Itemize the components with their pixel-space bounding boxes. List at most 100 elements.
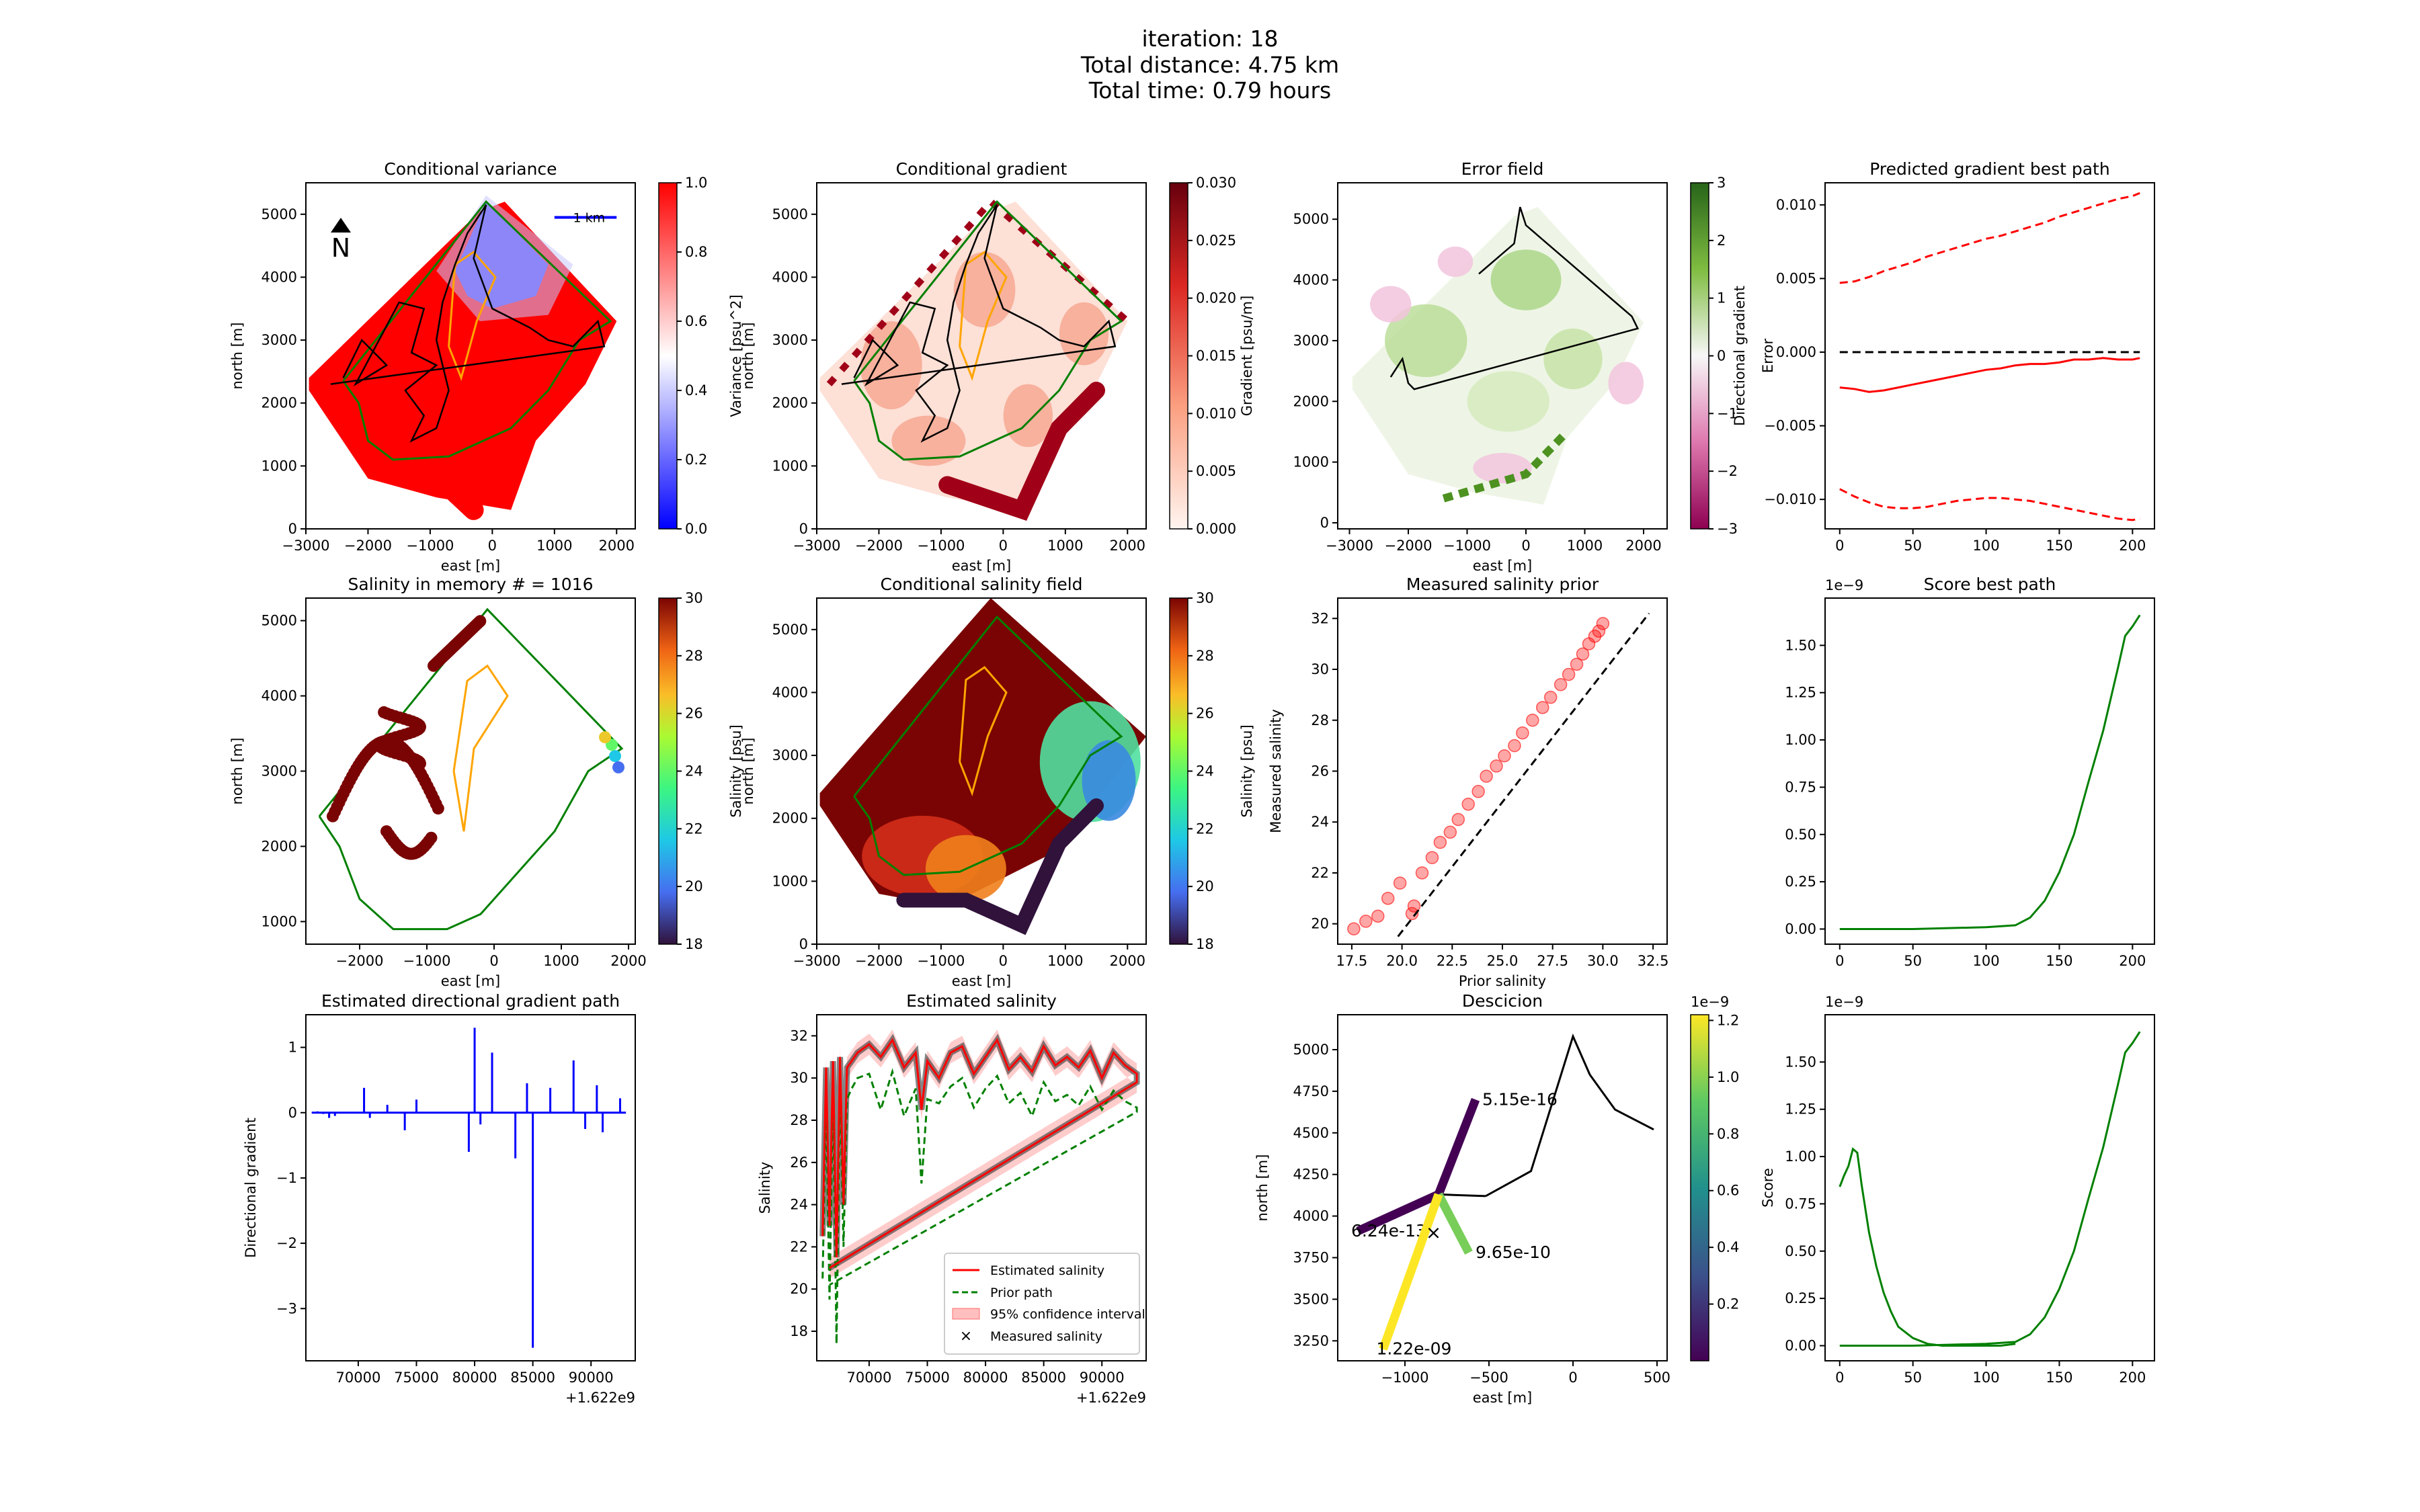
colorbar-tick-label: −1 — [1717, 405, 1738, 421]
colorbar-tick-label: 3 — [1717, 175, 1726, 191]
y-tick-label: 3250 — [1293, 1333, 1329, 1349]
axes-frame — [816, 1014, 1147, 1361]
y-tick-label: 0 — [799, 936, 808, 952]
colorbar-label: Gradient [psu/m] — [1239, 296, 1255, 417]
axes-score-best-path: 0 50 100 150 200 0.00 0.25 0.50 0.75 1.00 1.25 1.50… — [1785, 575, 2155, 969]
y-tick-label: −3 — [276, 1300, 297, 1316]
axes-frame — [305, 182, 636, 530]
colorbar-tick-label: 0.000 — [1196, 521, 1236, 537]
colorbar-tick-label: 26 — [1196, 706, 1214, 722]
colorbar-conditional-gradient: 0.000 0.005 0.010 0.015 0.020 0.025 0.030 Gradi… — [1169, 175, 1255, 537]
x-tick-label: 50 — [1904, 953, 1922, 969]
axes-estimated-salinity: 70000 75000 80000 85000 90000 18 20 22 24 26 28 30 3… — [757, 991, 1147, 1406]
colorbar-gradient — [1690, 182, 1709, 530]
axes-score-paths: 0 50 100 150 200 0.00 0.25 0.50 0.75 1.00 1.25 1.50… — [1785, 994, 2155, 1386]
y-tick-label: 20 — [1311, 916, 1329, 932]
colorbar-tick-label: 30 — [1196, 590, 1214, 606]
colorbar-tick-label: 28 — [1196, 648, 1214, 664]
colorbar-descicion: 0.2 0.4 0.6 0.8 1.0 1.2 1e−9 Score — [1690, 994, 1776, 1361]
colorbar-label: Salinity [psu] — [1239, 724, 1255, 817]
operational-polygon — [342, 200, 612, 461]
axes-title: Measured salinity prior — [1406, 575, 1599, 594]
x-tick-label: 70000 — [847, 1370, 892, 1386]
scatter-point — [1596, 617, 1610, 630]
y-tick-label: 5000 — [261, 613, 297, 629]
y-tick-label: 4500 — [1293, 1125, 1329, 1141]
y-axis-label: Salinity — [757, 1162, 773, 1214]
gradient-edge — [826, 197, 1130, 386]
colorbar-tick-label: 0.025 — [1196, 233, 1236, 249]
x-tick-label: 2000 — [1110, 538, 1145, 554]
scatter-point — [1359, 915, 1373, 928]
x-tick-label: 85000 — [1021, 1370, 1066, 1386]
y-tick-label: 1000 — [772, 458, 808, 474]
colorbar-gradient — [1169, 597, 1188, 945]
colorbar-tick-label: 1 — [1717, 290, 1726, 306]
x-tick-label: −2000 — [1384, 538, 1432, 554]
scatter-point — [1471, 785, 1485, 798]
x-tick-label: 100 — [1973, 1370, 2000, 1386]
y-tick-label: 2000 — [261, 838, 297, 854]
x-tick-label: 0 — [1835, 953, 1844, 969]
y-tick-label: 1000 — [1293, 454, 1329, 470]
y-tick-label: 5000 — [772, 206, 808, 222]
x-tick-label: −3000 — [793, 953, 840, 969]
salinity-sample — [425, 831, 438, 844]
legend-swatch: × — [960, 1328, 972, 1345]
axes-frame — [1337, 1014, 1668, 1361]
scatter-point — [1381, 892, 1395, 905]
axes-frame — [1824, 1014, 2155, 1361]
y-tick-label: 26 — [790, 1154, 808, 1171]
colorbar-tick-label: 0.6 — [1717, 1183, 1739, 1199]
y-tick-label: 1000 — [261, 458, 297, 474]
x-tick-label: 27.5 — [1537, 953, 1568, 969]
y-tick-label: 28 — [1311, 712, 1329, 728]
plot-area — [1352, 206, 1644, 505]
x-tick-label: 150 — [2046, 538, 2072, 554]
y-tick-label: 4000 — [1293, 1208, 1329, 1224]
scatter-point — [1461, 797, 1475, 811]
y-tick-label: −2 — [276, 1235, 297, 1251]
y-tick-label: 0 — [288, 1105, 297, 1121]
colorbar-gradient — [658, 182, 678, 530]
error-field — [1352, 207, 1644, 505]
prior-path-line — [821, 1068, 1138, 1344]
scatter-point — [1516, 726, 1529, 740]
axes-frame — [1824, 597, 2155, 945]
x-tick-label: 1000 — [1567, 538, 1603, 554]
x-tick-label: 0 — [1521, 538, 1530, 554]
y-tick-label: 4000 — [772, 269, 808, 285]
y-tick-label: 1.00 — [1785, 732, 1816, 748]
x-tick-label: 17.5 — [1336, 953, 1368, 969]
x-tick-label: 75000 — [905, 1370, 950, 1386]
x-tick-label: 50 — [1904, 538, 1922, 554]
exponent-label: 1e−9 — [1825, 994, 1863, 1010]
y-tick-label: 3000 — [261, 763, 297, 780]
axes-measured-salinity-prior: 17.5 20.0 22.5 25.0 27.5 30.0 32.5 20 22 24 26 28 30… — [1268, 575, 1668, 989]
y-tick-label: 0.75 — [1785, 1195, 1816, 1212]
legend-entry: Measured salinity — [990, 1329, 1102, 1344]
confidence-band — [822, 1030, 1137, 1279]
x-tick-label: 0 — [1835, 538, 1844, 554]
x-tick-label: 90000 — [569, 1370, 614, 1386]
colorbar-tick-label: 0.020 — [1196, 290, 1236, 306]
colorbar-tick-label: 0.2 — [1717, 1296, 1739, 1312]
colorbar-conditional-variance: 0.0 0.2 0.4 0.6 0.8 1.0 Variance [psu^2] — [658, 175, 744, 537]
x-tick-label: 25.0 — [1487, 953, 1519, 969]
axes-frame — [816, 182, 1147, 530]
colorbar-tick-label: 18 — [685, 936, 703, 952]
axes-title: Score best path — [1924, 575, 2056, 594]
x-tick-label: 2000 — [610, 953, 646, 969]
north-arrow-icon — [331, 218, 351, 233]
colorbar-error-field: −3 −2 −1 0 1 2 3 Error — [1690, 175, 1776, 537]
y-tick-label: 1.00 — [1785, 1148, 1816, 1165]
scatter-point — [1570, 657, 1584, 671]
x-tick-label: −3000 — [1326, 538, 1373, 554]
colorbar-tick-label: 28 — [685, 648, 703, 664]
axes-frame — [1337, 182, 1668, 530]
y-tick-label: 24 — [790, 1197, 808, 1213]
x-tick-label: 0 — [1568, 1370, 1577, 1386]
title-distance: Total distance: 4.75 km — [1080, 52, 1340, 78]
y-tick-label: 2000 — [261, 395, 297, 411]
colorbar-gradient — [1690, 1014, 1709, 1361]
